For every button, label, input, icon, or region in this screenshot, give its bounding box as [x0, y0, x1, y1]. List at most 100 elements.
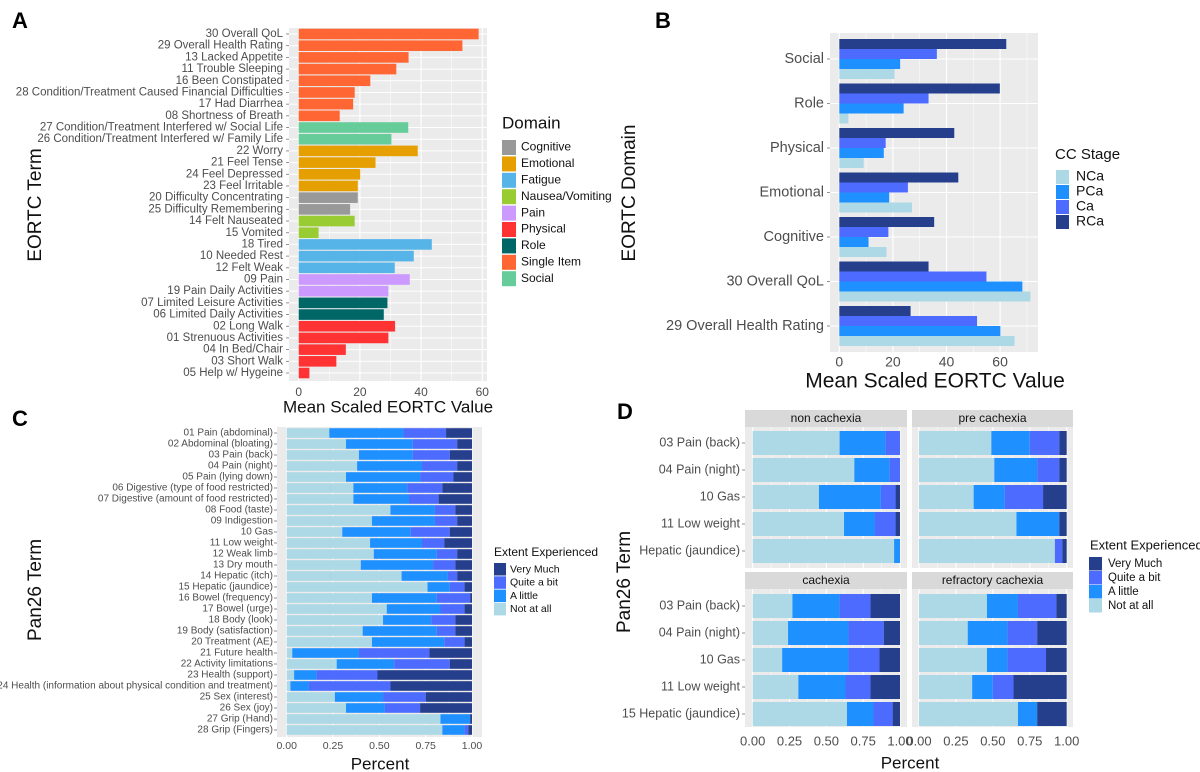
bar-d-segment: [919, 621, 968, 645]
bar-b-ca: [839, 227, 889, 237]
bar-c-segment: [286, 428, 330, 438]
bar-d-segment: [919, 512, 1017, 536]
legend-label-c: Not at all: [510, 603, 551, 615]
x-tick-label-a: 20: [353, 385, 367, 399]
legend-title-b: CC Stage: [1055, 146, 1120, 163]
bar-d-segment: [919, 702, 1018, 726]
bar-b-pca: [839, 103, 904, 114]
bar-d-segment: [873, 702, 893, 726]
bar-d-segment: [919, 485, 974, 509]
bar-c-segment: [286, 461, 358, 471]
bar-c-segment: [342, 527, 411, 537]
bar-a: [298, 122, 409, 133]
category-label-c: 01 Pain (abdominal): [184, 428, 274, 439]
bar-c-segment: [286, 538, 371, 548]
category-label-a: 01 Strenuous Activities: [167, 332, 284, 344]
category-label-a: 11 Trouble Sleeping: [182, 63, 283, 75]
x-axis-title-a: Mean Scaled EORTC Value: [283, 397, 493, 416]
category-label-c: 23 Health (support): [187, 670, 273, 681]
category-label-b: Role: [794, 95, 824, 111]
bar-d-segment: [1013, 675, 1067, 699]
bar-c-segment: [286, 472, 346, 482]
bar-c-segment: [358, 450, 413, 460]
bar-b-pca: [839, 237, 869, 247]
legend-key-a: [502, 140, 516, 155]
bar-b-rca: [839, 261, 929, 272]
category-label-a: 06 Limited Daily Activities: [153, 309, 283, 321]
x-axis-title-c: Percent: [351, 754, 410, 772]
legend-key-a: [502, 172, 516, 188]
bar-c-segment: [353, 483, 408, 493]
bar-c-segment: [358, 648, 430, 658]
bar-d-segment: [782, 648, 849, 672]
bar-d-segment: [1037, 702, 1067, 726]
legend-key-a: [502, 254, 516, 270]
x-tick-label-a: 40: [414, 385, 428, 399]
bar-c-segment: [286, 670, 295, 680]
bar-c-segment: [455, 505, 472, 515]
bar-d-segment: [870, 594, 900, 618]
bar-d-segment: [1059, 458, 1067, 482]
bar-c-segment: [286, 637, 372, 647]
category-label-c: 13 Dry mouth: [213, 560, 273, 571]
bar-d-segment: [919, 648, 987, 672]
legend-key-c: [494, 589, 506, 603]
category-label-a: 15 Vomited: [225, 227, 283, 239]
bar-d-segment: [879, 648, 900, 672]
y-axis-title-c: Pan26 Term: [25, 539, 46, 641]
x-tick-label-d: 0.75: [851, 733, 876, 748]
category-label-d: 11 Low weight: [661, 679, 741, 693]
bar-b-pca: [839, 192, 890, 203]
category-label-a: 14 Felt Nauseated: [189, 215, 283, 227]
bar-d-segment: [1059, 512, 1067, 536]
bar-c-segment: [286, 571, 402, 581]
y-axis-title-b: EORTC Domain: [619, 125, 640, 262]
bar-b-pca: [839, 326, 1001, 336]
bar-d-segment: [919, 675, 973, 699]
legend-title-a: Domain: [502, 113, 561, 132]
bar-c-segment: [446, 428, 472, 438]
bar-b-nca: [839, 247, 887, 257]
category-label-c: 25 Sex (interest): [200, 692, 273, 703]
category-label-b: Social: [785, 51, 825, 67]
x-tick-label-d: 0.50: [814, 733, 839, 748]
category-label-a: 09 Pain: [244, 274, 283, 286]
bar-d-segment: [972, 675, 993, 699]
bar-c-segment: [292, 648, 359, 658]
bar-c-segment: [457, 571, 472, 581]
bar-d-segment: [889, 458, 900, 482]
bar-d-segment: [1016, 512, 1060, 536]
legend-key-b: [1056, 170, 1069, 184]
category-label-d: 03 Pain (back): [659, 598, 740, 612]
bar-a: [298, 297, 388, 309]
bar-a: [298, 239, 432, 250]
bar-c-segment: [370, 538, 422, 548]
category-label-c: 09 Indigestion: [211, 516, 273, 527]
bar-b-nca: [839, 202, 912, 213]
bar-c-segment: [336, 659, 395, 669]
bar-a: [298, 110, 340, 122]
bar-a: [298, 285, 389, 297]
bar-d-segment: [752, 458, 855, 482]
legend-title-d: Extent Experienced: [1090, 537, 1200, 552]
bar-c-segment: [440, 604, 465, 614]
x-tick-label-d: 0.50: [980, 733, 1005, 748]
bar-c-segment: [401, 571, 448, 581]
bar-d-segment: [895, 485, 900, 509]
bar-c-segment: [371, 637, 445, 647]
bar-c-segment: [442, 725, 465, 735]
bar-c-segment: [444, 538, 472, 548]
legend-key-a: [502, 189, 516, 205]
bar-d-segment: [892, 702, 900, 726]
bar-c-segment: [286, 626, 363, 636]
bar-c-segment: [464, 582, 472, 592]
bar-c-segment: [394, 659, 450, 669]
bar-a: [298, 320, 396, 332]
legend-label-b: RCa: [1076, 213, 1104, 229]
bar-c-segment: [403, 428, 447, 438]
bar-a: [298, 87, 355, 98]
category-label-a: 03 Short Walk: [211, 355, 283, 367]
bar-c-segment: [420, 472, 454, 482]
category-label-c: 21 Future health: [200, 648, 273, 659]
